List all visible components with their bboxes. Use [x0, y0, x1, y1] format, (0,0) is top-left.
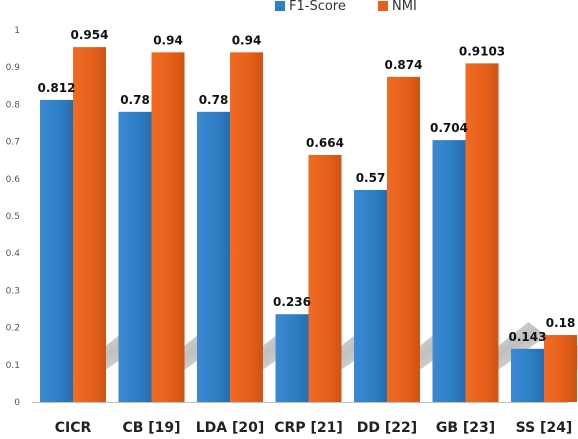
- data-label: 0.78: [199, 93, 229, 107]
- data-label: 0.94: [232, 33, 262, 47]
- category-label: CRP [21]: [274, 420, 342, 436]
- category-label: LDA [20]: [196, 420, 265, 436]
- legend: F1-Score NMI: [275, 0, 417, 14]
- y-tick-label: 0: [14, 398, 20, 408]
- bar-nmi: [151, 52, 185, 402]
- bar-nmi: [73, 47, 106, 402]
- category-label: GB [23]: [436, 420, 495, 436]
- legend-swatch: [275, 1, 285, 11]
- bar-f1-score: [275, 314, 309, 402]
- legend-label: NMI: [392, 0, 417, 14]
- data-label: 0.954: [71, 28, 109, 42]
- bar-f1-score: [40, 99, 73, 402]
- bar-f1-score: [432, 140, 466, 402]
- bar-nmi: [387, 76, 420, 402]
- y-tick-label: 1: [14, 26, 20, 36]
- bar-f1-score: [511, 348, 544, 402]
- legend-swatch: [378, 1, 388, 11]
- bar-nmi: [465, 63, 499, 402]
- data-label: 0.9103: [459, 44, 505, 58]
- data-label: 0.78: [120, 93, 150, 107]
- bar-f1-score: [354, 189, 387, 402]
- y-tick-label: 0.9: [6, 63, 21, 73]
- y-tick-label: 0.4: [6, 249, 21, 259]
- category-label: DD [22]: [357, 420, 417, 436]
- bar-nmi: [544, 335, 577, 402]
- data-label: 0.874: [385, 58, 423, 72]
- data-label: 0.812: [38, 81, 76, 95]
- data-label: 0.664: [306, 136, 344, 150]
- bar-f1-score: [197, 111, 230, 402]
- bars: [40, 47, 577, 402]
- y-tick-label: 0.8: [6, 100, 21, 110]
- category-label: CB [19]: [122, 420, 180, 436]
- y-tick-label: 0.6: [6, 175, 21, 185]
- data-label: 0.94: [153, 33, 183, 47]
- bar-f1-score: [118, 111, 152, 402]
- bar-nmi: [230, 52, 263, 402]
- data-label: 0.57: [356, 171, 386, 185]
- data-label: 0.18: [546, 316, 576, 330]
- data-label: 0.704: [430, 121, 468, 135]
- y-tick-label: 0.5: [6, 212, 20, 222]
- bar-nmi: [308, 154, 342, 402]
- data-labels: 0.812 0.954 0.78 0.94 0.78 0.94 0.236 0.664 0.57…: [38, 28, 576, 344]
- y-tick-label: 0.2: [6, 324, 20, 334]
- data-label: 0.236: [273, 295, 311, 309]
- y-tick-label: 0.7: [6, 138, 20, 148]
- category-label: SS [24]: [516, 420, 573, 436]
- data-label: 0.143: [509, 330, 547, 344]
- y-tick-label: 0.3: [6, 286, 20, 296]
- y-axis: 0 0.1 0.2 0.3 0.4 0.5 0.6 0.7 0.8 0.9 1: [6, 26, 568, 408]
- category-label: CICR: [55, 420, 92, 436]
- y-tick-label: 0.1: [6, 361, 20, 371]
- category-labels: CICR CB [19] LDA [20] CRP [21] DD [22] GB [23…: [55, 420, 573, 436]
- legend-label: F1-Score: [289, 0, 346, 14]
